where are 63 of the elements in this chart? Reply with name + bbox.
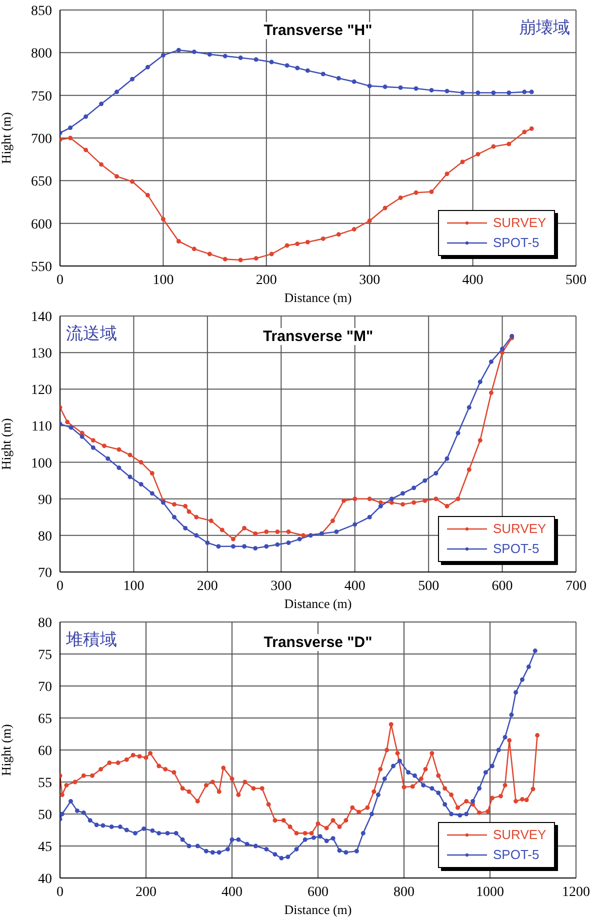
- y-tick-label: 60: [38, 744, 52, 759]
- y-tick-label: 75: [38, 648, 52, 663]
- legend-label: SURVEY: [493, 826, 546, 844]
- x-tick-label: 100: [123, 578, 144, 594]
- x-axis-title: Distance (m): [284, 290, 352, 305]
- x-tick-label: 200: [196, 578, 218, 594]
- y-tick-label: 90: [38, 492, 52, 508]
- y-tick-label: 55: [38, 776, 52, 791]
- x-tick-label: 0: [56, 578, 64, 594]
- x-tick-label: 600: [308, 884, 328, 900]
- y-tick-label: 110: [32, 420, 52, 435]
- y-tick-label: 550: [31, 260, 52, 275]
- y-tick-label: 130: [31, 346, 52, 362]
- text: Transverse "H": [258, 22, 378, 39]
- y-axis-title: Hight (m): [0, 724, 14, 776]
- x-tick-label: 400: [462, 272, 484, 288]
- x-tick-label: 1200: [562, 884, 590, 900]
- y-tick-label: 120: [31, 383, 52, 398]
- y-axis-title: Hight (m): [0, 112, 14, 164]
- legend-label: SURVEY: [493, 214, 546, 232]
- y-tick-label: 700: [31, 132, 52, 147]
- x-tick-label: 0: [56, 272, 64, 288]
- x-tick-label: 600: [492, 578, 513, 594]
- y-tick-label: 140: [31, 310, 52, 325]
- x-tick-label: 300: [270, 578, 292, 594]
- y-tick-label: 850: [31, 4, 52, 19]
- legend-label: SPOT-5: [493, 540, 540, 558]
- annotation: 堆積域: [66, 628, 117, 651]
- legend-label: SPOT-5: [493, 846, 540, 864]
- y-axis-title: Hight (m): [0, 418, 14, 470]
- annotation: 流送域: [66, 322, 117, 345]
- x-tick-label: 0: [56, 884, 64, 900]
- y-tick-label: 80: [38, 616, 52, 631]
- y-tick-label: 80: [38, 529, 52, 544]
- y-tick-label: 750: [31, 89, 52, 104]
- y-tick-label: 50: [38, 808, 52, 823]
- x-tick-label: 200: [136, 884, 156, 900]
- x-tick-label: 400: [222, 884, 242, 900]
- legend-label: SURVEY: [493, 520, 546, 538]
- x-tick-label: 700: [566, 578, 586, 594]
- x-tick-label: 1000: [476, 884, 504, 900]
- x-tick-label: 300: [359, 272, 380, 288]
- y-tick-label: 70: [38, 680, 52, 695]
- y-tick-label: 65: [38, 712, 52, 727]
- y-tick-label: 100: [31, 456, 52, 472]
- x-tick-label: 500: [418, 578, 440, 594]
- x-tick-label: 500: [566, 272, 586, 288]
- x-axis-title: Distance (m): [284, 902, 352, 917]
- y-tick-label: 40: [38, 872, 52, 887]
- x-tick-label: 400: [344, 578, 366, 594]
- text: Transverse "M": [256, 328, 380, 345]
- y-tick-label: 800: [31, 46, 52, 62]
- annotation: 崩壊域: [519, 16, 570, 39]
- y-tick-label: 45: [38, 840, 52, 855]
- legend-label: SPOT-5: [493, 234, 540, 252]
- x-tick-label: 800: [394, 884, 414, 900]
- y-tick-label: 650: [31, 174, 52, 190]
- x-tick-label: 100: [152, 272, 174, 288]
- x-tick-label: 200: [256, 272, 277, 288]
- y-tick-label: 70: [38, 566, 52, 581]
- text: Transverse "D": [258, 634, 378, 651]
- x-axis-title: Distance (m): [284, 596, 352, 611]
- y-tick-label: 600: [31, 217, 52, 232]
